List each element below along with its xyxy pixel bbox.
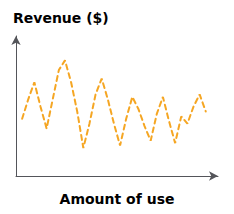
svg-text:Revenue ($): Revenue ($) [13,10,109,26]
svg-text:Amount of use: Amount of use [60,191,175,207]
